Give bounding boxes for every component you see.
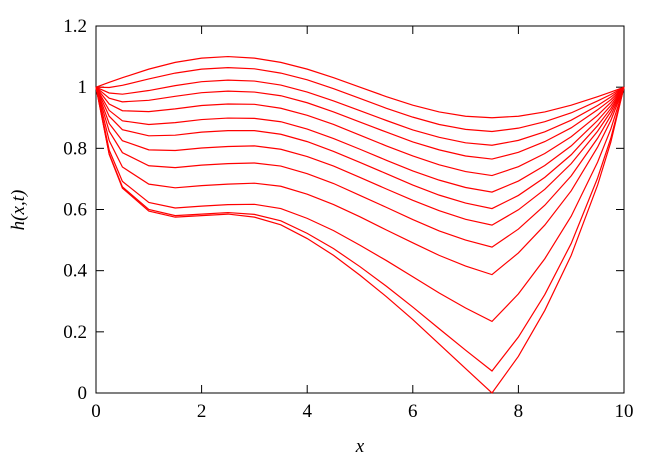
curve xyxy=(95,86,625,276)
curve xyxy=(95,86,625,323)
x-axis-title: x xyxy=(355,436,365,457)
curve xyxy=(95,86,625,177)
x-tick-label: 10 xyxy=(615,401,634,422)
y-tick-label: 0.8 xyxy=(63,138,87,159)
x-tick-label: 8 xyxy=(514,401,524,422)
x-tick-label: 2 xyxy=(197,401,207,422)
plot-frame xyxy=(95,25,625,394)
y-tick-label: 0.2 xyxy=(63,322,87,343)
curve xyxy=(95,86,625,160)
y-tick-label: 1.2 xyxy=(63,16,87,37)
curve xyxy=(95,79,625,146)
curve xyxy=(95,87,625,372)
y-axis-title: h(x,t) xyxy=(8,190,29,231)
x-tick-label: 0 xyxy=(91,401,101,422)
curve xyxy=(95,55,625,119)
y-tick-label: 1 xyxy=(78,77,88,98)
x-tick-label: 4 xyxy=(302,401,312,422)
y-tick-label: 0.6 xyxy=(63,200,87,221)
curve xyxy=(95,86,625,193)
curve xyxy=(95,87,625,394)
curve xyxy=(95,86,625,226)
x-tick-label: 6 xyxy=(408,401,418,422)
y-tick-label: 0 xyxy=(78,383,88,404)
curve xyxy=(95,86,625,248)
y-tick-label: 0.4 xyxy=(63,261,87,282)
curve xyxy=(95,66,625,133)
curve xyxy=(95,86,625,210)
